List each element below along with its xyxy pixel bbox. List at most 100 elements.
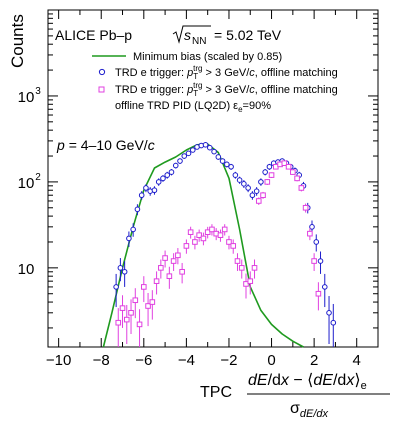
- trd-pid-marker: [141, 284, 147, 290]
- trd-trigger-marker: [189, 147, 196, 153]
- trd-pid-marker: [315, 290, 322, 297]
- trd-trigger-marker: [181, 153, 188, 159]
- trd-pid-point: [307, 228, 313, 241]
- trd-trigger-point: [228, 163, 234, 170]
- legend-label-trd-trigger: TRD e trigger: pTtrg > 3 GeV/c, offline …: [115, 64, 338, 81]
- trd-pid-point: [158, 259, 164, 279]
- trd-pid-marker: [209, 226, 215, 233]
- trd-trigger-point: [258, 178, 264, 186]
- trd-trigger-point: [138, 191, 145, 200]
- trd-pid-marker: [307, 230, 313, 237]
- trd-trigger-points-group: [113, 142, 337, 347]
- trd-trigger-point: [172, 162, 179, 169]
- trd-trigger-point: [177, 158, 183, 164]
- trd-trigger-marker: [313, 239, 320, 245]
- trd-pid-point: [162, 250, 168, 268]
- y-tick-exponent: 3: [35, 86, 41, 97]
- trd-pid-point: [234, 253, 241, 271]
- svg-text:σdE/dx: σdE/dx: [290, 400, 329, 420]
- trd-pid-marker: [179, 268, 185, 275]
- legend-label-trd-pid: TRD e trigger: pTtrg > 3 GeV/c, offline …: [115, 81, 338, 98]
- x-tick-label: 4: [353, 352, 361, 369]
- trd-trigger-marker: [321, 284, 328, 290]
- trd-trigger-marker: [266, 163, 273, 170]
- trd-pid-point: [192, 235, 198, 250]
- trd-pid-point: [149, 290, 156, 320]
- trd-pid-marker: [251, 265, 258, 271]
- trd-pid-point: [145, 292, 151, 327]
- trd-trigger-marker: [232, 172, 239, 178]
- trd-pid-marker: [115, 319, 122, 326]
- trd-pid-point: [196, 229, 202, 242]
- trd-pid-marker: [285, 163, 292, 170]
- trd-pid-marker: [132, 297, 139, 304]
- svg-text:s: s: [184, 27, 191, 43]
- trd-trigger-marker: [262, 169, 268, 175]
- trd-trigger-point: [121, 261, 128, 287]
- trd-pid-point: [141, 276, 147, 303]
- trd-pid-marker: [255, 198, 262, 204]
- trd-pid-marker: [162, 255, 168, 261]
- trd-trigger-marker: [202, 142, 209, 148]
- x-axis-label: TPC dE/dx − ⟨dE/dx⟩e σdE/dx: [200, 372, 390, 420]
- trd-trigger-point: [313, 234, 320, 252]
- trd-trigger-point: [236, 176, 243, 184]
- trd-pid-marker: [281, 160, 288, 167]
- trd-trigger-point: [151, 186, 158, 195]
- trd-pid-marker: [247, 278, 254, 284]
- trd-trigger-point: [189, 147, 196, 153]
- trd-pid-point: [315, 282, 322, 311]
- trd-trigger-marker: [211, 148, 217, 155]
- chart-title: ALICE Pb–p: [55, 27, 132, 43]
- trd-pid-marker: [238, 265, 245, 271]
- momentum-range-annotation: p = 4–10 GeV/c: [56, 137, 155, 153]
- trd-pid-point: [311, 253, 317, 271]
- trd-pid-marker: [119, 305, 126, 311]
- trd-pid-marker: [260, 192, 266, 199]
- trd-pid-point: [264, 179, 271, 186]
- trd-trigger-point: [185, 150, 192, 157]
- trd-pid-marker: [221, 226, 228, 233]
- trd-pid-point: [200, 232, 207, 246]
- x-tick-label: −4: [178, 352, 195, 369]
- trd-pid-marker: [128, 309, 134, 316]
- trd-trigger-marker: [177, 158, 183, 164]
- trd-trigger-marker: [207, 144, 213, 151]
- trd-trigger-marker: [126, 235, 132, 242]
- trd-trigger-point: [326, 296, 332, 345]
- trd-pid-point: [179, 262, 185, 284]
- trd-pid-marker: [196, 232, 202, 238]
- trd-pid-marker: [149, 299, 156, 305]
- trd-trigger-point: [321, 273, 328, 308]
- trd-pid-marker: [234, 258, 241, 264]
- trd-trigger-point: [330, 303, 337, 347]
- trd-pid-marker: [175, 252, 181, 259]
- trd-pid-point: [268, 172, 275, 179]
- trd-trigger-marker: [245, 185, 251, 191]
- trd-pid-marker: [311, 258, 317, 264]
- svg-text:NN: NN: [192, 36, 206, 47]
- trd-trigger-point: [168, 169, 175, 176]
- x-tick-label: −2: [220, 352, 237, 369]
- trd-pid-point: [119, 295, 126, 328]
- trd-pid-point: [166, 266, 173, 289]
- sqrt-snn-symbol: s NN: [172, 25, 211, 47]
- trd-pid-marker: [153, 278, 160, 284]
- trd-pid-point: [247, 271, 254, 295]
- trd-trigger-marker: [130, 226, 136, 233]
- trd-trigger-marker: [151, 187, 158, 194]
- trd-pid-point: [285, 163, 292, 170]
- trd-pid-marker: [268, 172, 275, 178]
- trd-pid-point: [294, 175, 300, 182]
- trd-trigger-point: [126, 231, 132, 247]
- collision-energy: = 5.02 TeV: [214, 27, 282, 43]
- svg-text:dE/dx − ⟨dE/dx⟩e: dE/dx − ⟨dE/dx⟩e: [248, 372, 367, 392]
- trd-trigger-point: [164, 171, 171, 179]
- legend-marker-trd-trigger: [98, 68, 106, 76]
- trd-trigger-point: [207, 144, 213, 151]
- trd-trigger-point: [317, 251, 324, 274]
- trd-trigger-point: [113, 273, 119, 308]
- trd-pid-point: [238, 259, 245, 279]
- trd-pid-point: [115, 308, 122, 347]
